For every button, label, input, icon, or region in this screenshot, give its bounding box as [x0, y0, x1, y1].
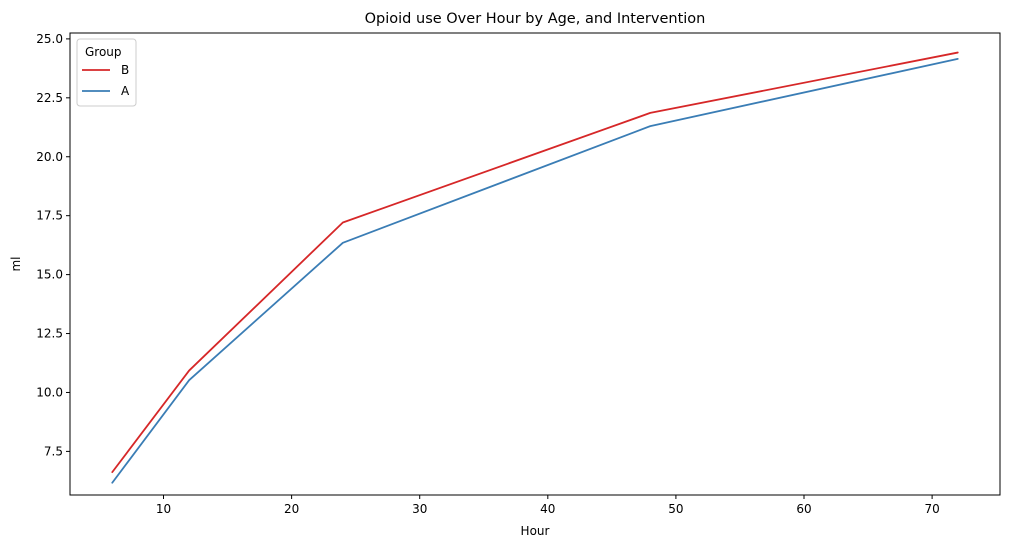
y-tick-label: 10.0 [36, 385, 63, 399]
y-tick-label: 17.5 [36, 209, 63, 223]
y-tick-label: 20.0 [36, 150, 63, 164]
x-tick-label: 10 [156, 502, 171, 516]
legend-title: Group [85, 45, 122, 59]
x-tick-label: 40 [540, 502, 555, 516]
plot-frame [69, 32, 1001, 496]
y-tick-label: 15.0 [36, 268, 63, 282]
x-tick-label: 30 [412, 502, 427, 516]
chart-title: Opioid use Over Hour by Age, and Interve… [365, 11, 706, 27]
x-tick-label: 50 [668, 502, 683, 516]
y-tick-label: 7.5 [44, 444, 63, 458]
series-line-b [111, 51, 959, 474]
y-tick-label: 22.5 [36, 91, 63, 105]
legend-entries: BA [82, 63, 130, 98]
legend-box [76, 38, 137, 107]
legend-label-b: B [121, 63, 129, 77]
x-axis-ticks: 10 20 30 40 50 60 70 [156, 495, 940, 516]
plot-area [69, 32, 1001, 496]
series-lines [111, 51, 959, 484]
y-tick-label: 25.0 [36, 32, 63, 46]
series-line-a [111, 58, 959, 484]
y-axis-label: ml [9, 256, 23, 271]
y-tick-label: 12.5 [36, 327, 63, 341]
x-tick-label: 70 [924, 502, 939, 516]
x-tick-label: 60 [796, 502, 811, 516]
x-axis-label: Hour [521, 524, 550, 538]
legend-label-a: A [121, 84, 130, 98]
x-tick-label: 20 [284, 502, 299, 516]
legend: Group BA [76, 38, 137, 107]
y-axis-ticks: 7.5 10.0 12.5 15.0 17.5 20.0 22.5 25.0 [36, 32, 70, 458]
